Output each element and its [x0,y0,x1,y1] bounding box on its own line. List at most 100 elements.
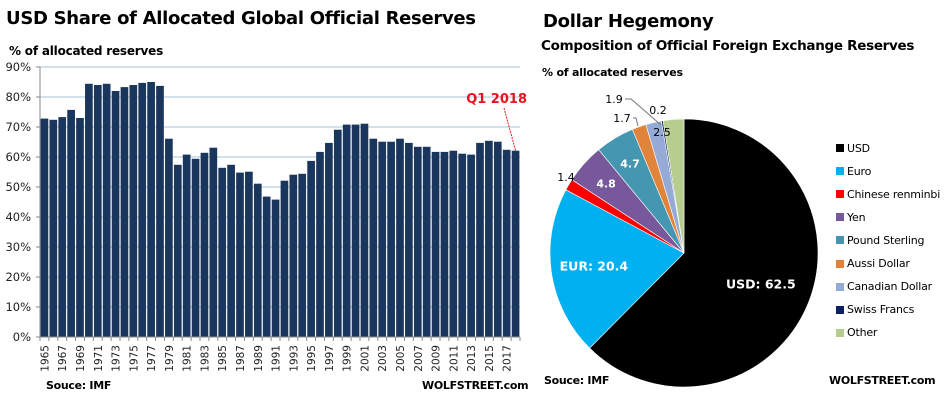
bar-1980 [173,164,182,337]
x-tick-label: 1971 [93,345,105,372]
bar-1967 [58,117,67,337]
bar-1992 [280,180,289,337]
bar-1996 [316,151,324,337]
y-tick-label: 70% [5,120,31,134]
x-tick-label: 2009 [431,345,443,372]
x-tick-label: 1987 [235,345,247,372]
legend-label: USD [847,141,870,155]
bar-1974 [120,87,129,337]
bar-1989 [253,183,262,337]
bar-chart-x-tick-labels: 1965 1967 1969 1971 1973 1975 1977 1979 1981 1983… [39,345,513,372]
pie-chart-unit-label: % of allocated reserves [542,66,683,79]
legend-item: Aussi Dollar [836,257,910,271]
pie-chart-leader-lines [625,98,662,127]
x-tick-label: 1991 [271,345,283,372]
data-label-usd: USD: 62.5 [726,277,796,292]
annotation-leader-line [503,107,517,151]
bar-2006 [405,142,413,337]
bar-1970 [85,83,93,337]
pie-slice-other [662,118,685,254]
legend-label: Aussi Dollar [847,257,910,270]
bar-2010 [440,151,449,337]
leader-line-canadian-dollar [625,98,662,126]
bar-1969 [76,118,84,337]
y-tick-label: 0% [13,330,31,344]
x-tick-label: 1995 [306,345,318,372]
bar-chart-annotation: Q1 2018 [466,92,527,151]
legend-swatch [836,167,844,176]
bar-2011 [449,150,458,337]
legend-item: USD [836,141,870,155]
bar-1988 [245,171,253,337]
legend-item: Yen [836,210,866,224]
bar-1995 [307,160,315,337]
legend-item: Swiss Francs [836,303,914,317]
y-tick-label: 90% [5,60,31,74]
pie-chart-title: Dollar Hegemony [543,11,714,32]
x-tick-label: 2017 [502,345,514,372]
bar-chart: 0%10%20%30%40%50%60%70%80%90% 1965 1967 19… [5,60,527,372]
leader-line-aussi-dollar [633,117,639,127]
bar-1999 [342,124,351,337]
annotation-label: Q1 2018 [466,92,527,107]
bar-1975 [129,85,138,337]
bar-1984 [209,147,218,337]
legend-swatch [836,282,844,291]
x-tick-label: 2001 [359,345,371,372]
bar-2002 [369,138,378,337]
bar-1997 [325,142,333,337]
x-tick-label: 1989 [253,345,265,372]
bar-1990 [262,196,271,337]
bar-1987 [236,172,244,337]
y-tick-label: 60% [5,150,31,164]
bar-chart-y-tick-labels: 0% 10% 20% 30% 40% 50% 60% 70% 80% 90% [5,60,31,344]
y-tick-label: 20% [5,270,31,284]
bar-2015 [485,140,493,337]
pie-chart-data-labels: USD: 62.5 EUR: 20.4 1.4 4.8 4.7 1.7 1.9 0.2 2.5 [557,93,795,292]
pie-slice-usd [589,118,819,388]
bar-1966 [49,119,58,337]
bar-1965 [40,118,49,337]
bar-1994 [298,173,307,337]
bar-1979 [165,138,173,337]
legend-item: Pound Sterling [836,233,924,247]
x-tick-label: 1979 [164,345,176,372]
bar-1991 [271,199,280,337]
pie-chart-subtitle: Composition of Official Foreign Exchange… [541,38,915,54]
legend-swatch [836,236,844,245]
legend-item: Other [836,326,877,340]
legend-label: Yen [847,210,866,224]
bar-2014 [476,142,484,337]
bar-2013 [467,154,475,337]
bar-2016 [493,141,502,337]
bar-1973 [111,91,120,337]
bar-1993 [289,174,298,337]
legend-label: Canadian Dollar [847,280,932,294]
x-tick-label: 1975 [128,345,140,372]
x-tick-label: 2015 [484,345,496,372]
bar-1976 [138,82,147,338]
x-tick-label: 2005 [395,345,407,372]
y-tick-label: 50% [5,180,31,194]
bar-2007 [413,146,422,337]
bar-chart-bars [40,82,520,338]
x-tick-label: 2003 [377,345,389,372]
legend-swatch [836,328,844,337]
bar-1983 [200,152,209,337]
x-tick-label: 2013 [466,345,478,372]
pie-chart-slices [549,118,819,388]
legend-label: Pound Sterling [847,233,925,247]
pie-chart: USD: 62.5 EUR: 20.4 1.4 4.8 4.7 1.7 1.9 0.2 2.5 [549,93,819,388]
bar-2017 [502,149,511,337]
x-tick-label: 1993 [288,345,300,372]
x-tick-label: 1999 [342,345,354,372]
bar-1986 [227,164,235,337]
y-tick-label: 10% [5,300,31,314]
y-tick-label: 80% [5,90,31,104]
bar-chart-axes [36,66,521,341]
legend-item: Euro [836,164,871,178]
x-tick-label: 1973 [111,345,123,372]
legend-swatch [836,213,844,222]
data-label-other: 2.5 [653,126,671,139]
x-tick-label: 2011 [448,345,460,372]
